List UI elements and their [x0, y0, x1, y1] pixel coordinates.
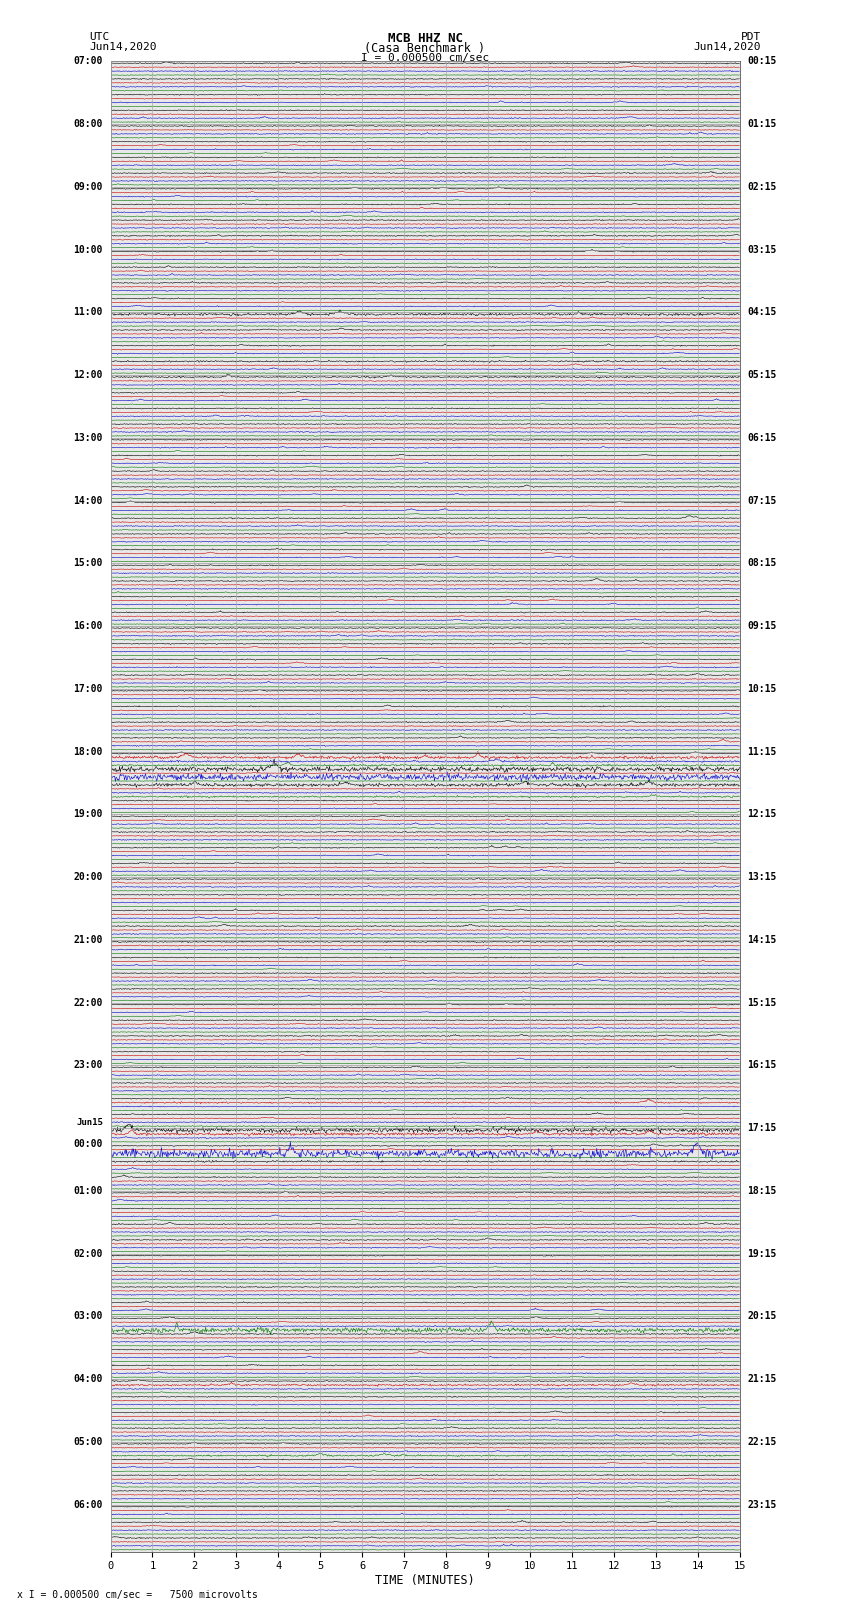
Text: 04:00: 04:00 — [74, 1374, 103, 1384]
Text: 13:15: 13:15 — [747, 873, 776, 882]
Text: 03:15: 03:15 — [747, 245, 776, 255]
Text: Jun14,2020: Jun14,2020 — [89, 42, 156, 52]
Text: 10:15: 10:15 — [747, 684, 776, 694]
Text: 21:00: 21:00 — [74, 936, 103, 945]
Text: 11:15: 11:15 — [747, 747, 776, 756]
Text: 02:15: 02:15 — [747, 182, 776, 192]
Text: 16:15: 16:15 — [747, 1060, 776, 1071]
Text: 06:00: 06:00 — [74, 1500, 103, 1510]
Text: 08:15: 08:15 — [747, 558, 776, 568]
Text: 12:15: 12:15 — [747, 810, 776, 819]
Text: MCB HHZ NC: MCB HHZ NC — [388, 32, 462, 45]
Text: 22:15: 22:15 — [747, 1437, 776, 1447]
Text: 03:00: 03:00 — [74, 1311, 103, 1321]
Text: 10:00: 10:00 — [74, 245, 103, 255]
Text: 05:15: 05:15 — [747, 369, 776, 381]
Text: 14:15: 14:15 — [747, 936, 776, 945]
Text: 15:15: 15:15 — [747, 997, 776, 1008]
X-axis label: TIME (MINUTES): TIME (MINUTES) — [375, 1574, 475, 1587]
Text: 04:15: 04:15 — [747, 308, 776, 318]
Text: 19:00: 19:00 — [74, 810, 103, 819]
Text: 01:15: 01:15 — [747, 119, 776, 129]
Text: Jun15: Jun15 — [76, 1118, 103, 1127]
Text: 20:00: 20:00 — [74, 873, 103, 882]
Text: PDT: PDT — [740, 32, 761, 42]
Text: Jun14,2020: Jun14,2020 — [694, 42, 761, 52]
Text: 19:15: 19:15 — [747, 1248, 776, 1258]
Text: 23:15: 23:15 — [747, 1500, 776, 1510]
Text: 08:00: 08:00 — [74, 119, 103, 129]
Text: 13:00: 13:00 — [74, 432, 103, 444]
Text: 06:15: 06:15 — [747, 432, 776, 444]
Text: 12:00: 12:00 — [74, 369, 103, 381]
Text: 14:00: 14:00 — [74, 495, 103, 505]
Text: 00:00: 00:00 — [74, 1139, 103, 1148]
Text: 01:00: 01:00 — [74, 1186, 103, 1195]
Text: 15:00: 15:00 — [74, 558, 103, 568]
Text: 23:00: 23:00 — [74, 1060, 103, 1071]
Text: 09:00: 09:00 — [74, 182, 103, 192]
Text: 16:00: 16:00 — [74, 621, 103, 631]
Text: 18:00: 18:00 — [74, 747, 103, 756]
Text: 05:00: 05:00 — [74, 1437, 103, 1447]
Text: (Casa Benchmark ): (Casa Benchmark ) — [365, 42, 485, 55]
Text: 00:15: 00:15 — [747, 56, 776, 66]
Text: 18:15: 18:15 — [747, 1186, 776, 1195]
Text: 20:15: 20:15 — [747, 1311, 776, 1321]
Text: 22:00: 22:00 — [74, 997, 103, 1008]
Text: 17:15: 17:15 — [747, 1123, 776, 1132]
Text: I = 0.000500 cm/sec: I = 0.000500 cm/sec — [361, 53, 489, 63]
Text: 09:15: 09:15 — [747, 621, 776, 631]
Text: UTC: UTC — [89, 32, 110, 42]
Text: 11:00: 11:00 — [74, 308, 103, 318]
Text: 07:15: 07:15 — [747, 495, 776, 505]
Text: 07:00: 07:00 — [74, 56, 103, 66]
Text: 17:00: 17:00 — [74, 684, 103, 694]
Text: 02:00: 02:00 — [74, 1248, 103, 1258]
Text: 21:15: 21:15 — [747, 1374, 776, 1384]
Text: x I = 0.000500 cm/sec =   7500 microvolts: x I = 0.000500 cm/sec = 7500 microvolts — [17, 1590, 258, 1600]
